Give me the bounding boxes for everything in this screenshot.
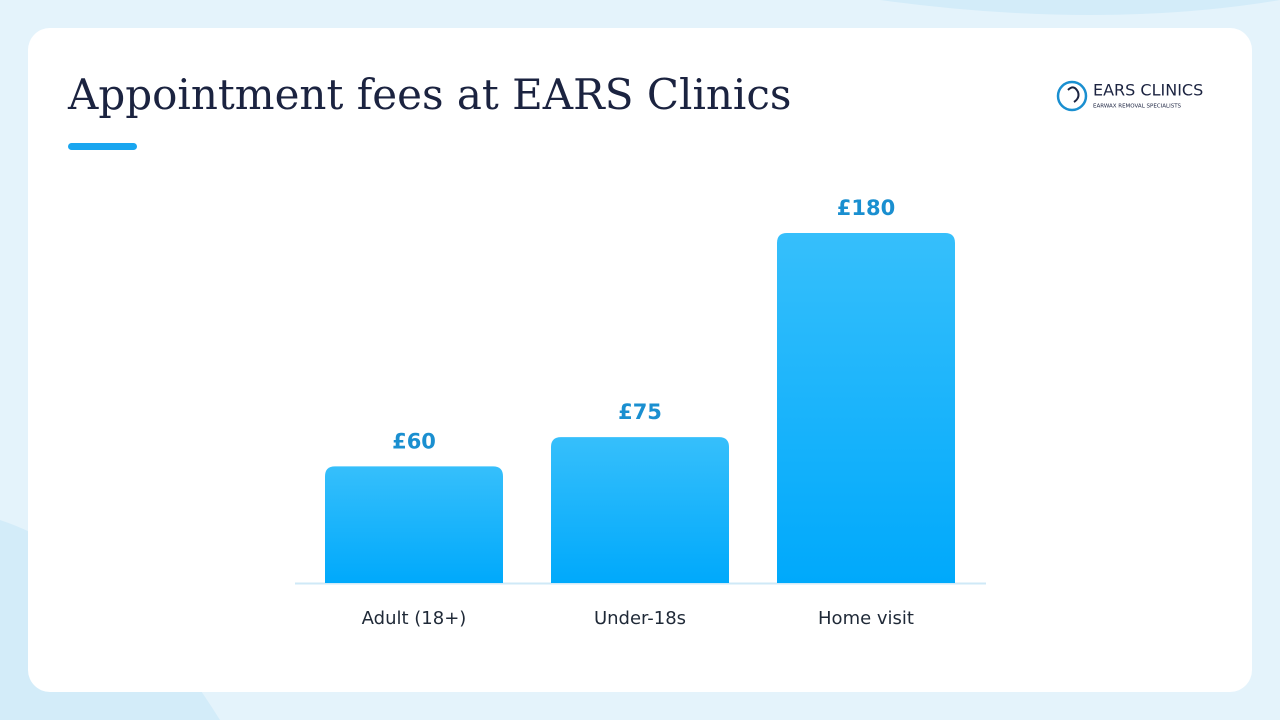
x-tick-label: Adult (18+)	[362, 608, 467, 629]
card	[28, 28, 1252, 692]
title-underline	[68, 143, 137, 150]
value-label: £180	[837, 196, 895, 220]
x-tick-label: Home visit	[818, 608, 914, 629]
x-tick-label: Under-18s	[594, 608, 686, 629]
logo-name: EARS CLINICS	[1093, 81, 1203, 100]
chart-title: Appointment fees at EARS Clinics	[67, 70, 791, 119]
value-label: £75	[618, 400, 662, 424]
value-label: £60	[392, 429, 436, 453]
logo-tagline: EARWAX REMOVAL SPECIALISTS	[1093, 104, 1182, 110]
bar	[551, 437, 729, 583]
bar	[777, 233, 955, 583]
bg-shape	[880, 0, 1280, 15]
logo-icon	[1056, 80, 1088, 112]
logo-icon	[1067, 86, 1080, 103]
logo: EARS CLINICS EARWAX REMOVAL SPECIALISTS	[1056, 80, 1203, 112]
bar	[325, 466, 503, 583]
